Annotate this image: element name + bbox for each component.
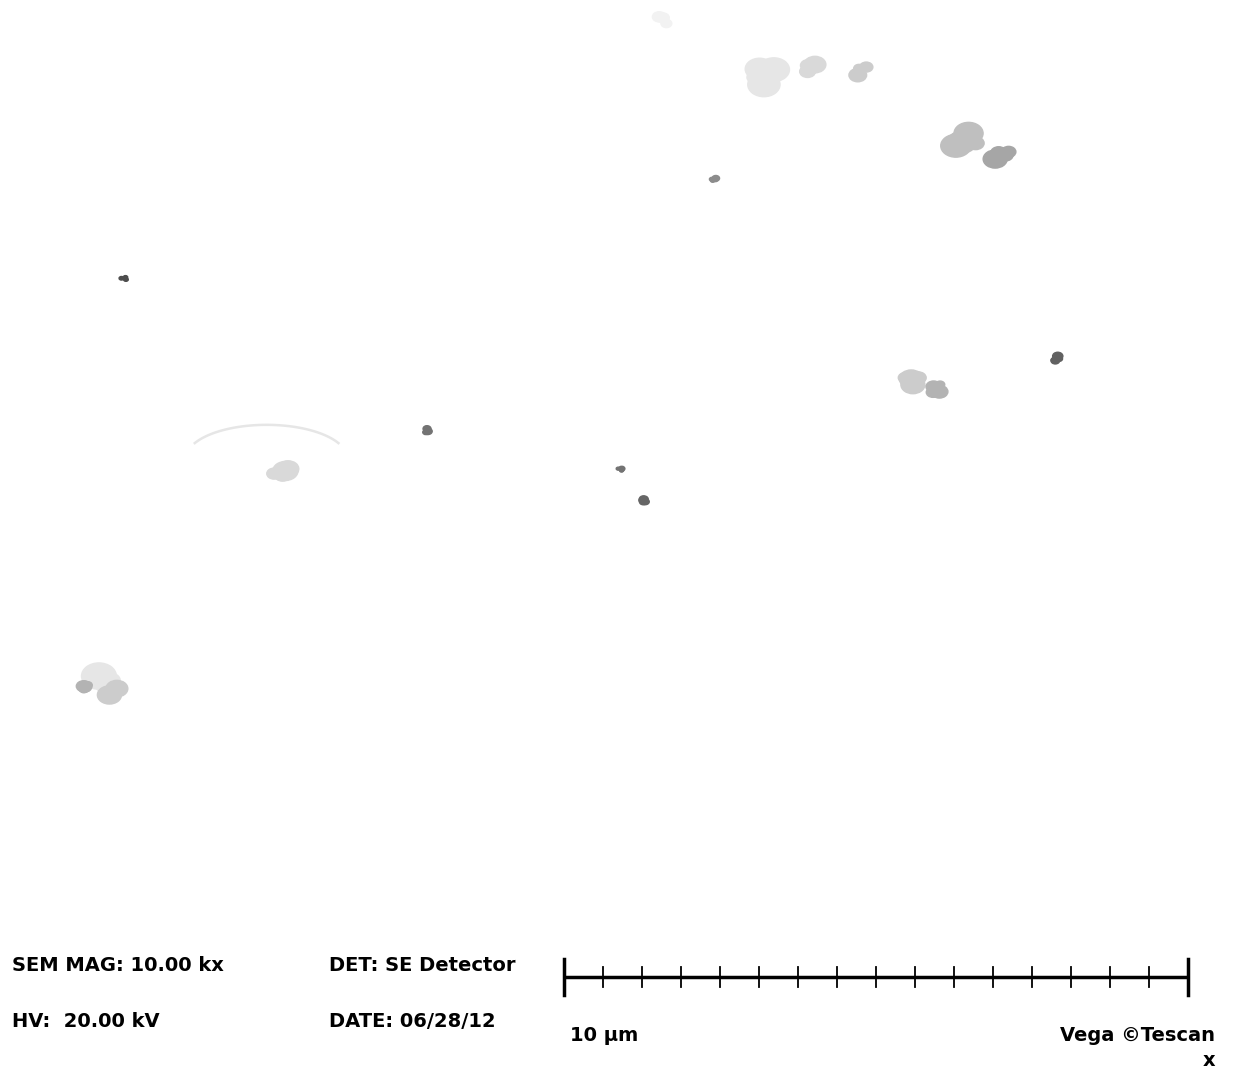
Circle shape — [898, 373, 911, 383]
Circle shape — [910, 372, 926, 384]
Circle shape — [967, 137, 985, 149]
Circle shape — [853, 64, 864, 72]
Circle shape — [709, 177, 714, 181]
Circle shape — [910, 94, 961, 131]
Circle shape — [899, 370, 923, 388]
Circle shape — [639, 498, 646, 503]
Circle shape — [1055, 356, 1063, 361]
Circle shape — [906, 99, 957, 137]
Circle shape — [983, 151, 1007, 168]
Circle shape — [941, 134, 971, 157]
Circle shape — [123, 275, 128, 280]
Circle shape — [905, 371, 918, 379]
Circle shape — [274, 469, 291, 482]
Circle shape — [119, 276, 124, 281]
Circle shape — [109, 686, 120, 694]
Circle shape — [273, 461, 298, 481]
Circle shape — [910, 116, 944, 142]
Circle shape — [1053, 357, 1058, 361]
Circle shape — [620, 469, 624, 472]
Circle shape — [947, 131, 976, 153]
Circle shape — [955, 126, 975, 140]
Circle shape — [926, 387, 940, 398]
Text: Vega ©Tescan: Vega ©Tescan — [1060, 1027, 1215, 1045]
Circle shape — [81, 685, 91, 692]
Circle shape — [83, 682, 92, 688]
Circle shape — [1052, 358, 1060, 364]
Circle shape — [98, 673, 120, 689]
Circle shape — [849, 69, 867, 82]
Circle shape — [802, 62, 817, 75]
Circle shape — [801, 59, 816, 71]
Circle shape — [642, 501, 647, 503]
Circle shape — [745, 58, 774, 80]
Circle shape — [758, 58, 790, 82]
Circle shape — [79, 686, 88, 692]
Text: HV:  20.00 kV: HV: 20.00 kV — [12, 1013, 160, 1031]
Text: x: x — [1203, 1050, 1215, 1070]
Circle shape — [935, 381, 945, 388]
Circle shape — [804, 56, 826, 73]
Circle shape — [424, 428, 433, 434]
Circle shape — [926, 381, 941, 392]
Circle shape — [278, 461, 299, 477]
Circle shape — [642, 497, 647, 501]
Circle shape — [810, 60, 825, 70]
Circle shape — [1053, 359, 1058, 363]
Circle shape — [954, 123, 983, 144]
Text: DATE: 06/28/12: DATE: 06/28/12 — [329, 1013, 495, 1031]
Circle shape — [124, 277, 128, 282]
Circle shape — [713, 177, 718, 182]
Circle shape — [1053, 353, 1063, 360]
Text: B: B — [503, 363, 588, 460]
Circle shape — [748, 72, 780, 97]
Circle shape — [712, 175, 719, 182]
Circle shape — [800, 66, 816, 77]
Text: DET: SE Detector: DET: SE Detector — [329, 957, 515, 975]
Circle shape — [859, 62, 873, 72]
Circle shape — [1052, 358, 1058, 362]
Circle shape — [656, 13, 670, 23]
Circle shape — [931, 385, 947, 398]
Circle shape — [1002, 146, 1016, 157]
Circle shape — [98, 686, 122, 704]
Circle shape — [652, 12, 666, 22]
Text: 10 μm: 10 μm — [570, 1027, 639, 1045]
Circle shape — [901, 375, 925, 393]
Circle shape — [616, 468, 620, 470]
Circle shape — [267, 468, 281, 479]
Circle shape — [640, 496, 649, 502]
Circle shape — [95, 678, 114, 692]
Circle shape — [760, 70, 780, 85]
Circle shape — [77, 682, 92, 692]
Circle shape — [424, 426, 429, 430]
Circle shape — [661, 19, 672, 28]
Circle shape — [754, 63, 777, 81]
Circle shape — [77, 680, 91, 691]
Text: SEM MAG: 10.00 kx: SEM MAG: 10.00 kx — [12, 957, 224, 975]
Circle shape — [641, 499, 650, 504]
Circle shape — [711, 178, 715, 183]
Circle shape — [910, 90, 956, 125]
Circle shape — [620, 468, 624, 471]
Circle shape — [423, 426, 432, 432]
Circle shape — [990, 149, 1003, 159]
Circle shape — [620, 470, 624, 472]
Circle shape — [932, 386, 940, 391]
Circle shape — [930, 386, 944, 397]
Circle shape — [905, 374, 920, 385]
Circle shape — [911, 112, 942, 135]
Circle shape — [640, 499, 647, 505]
Circle shape — [423, 430, 429, 434]
Circle shape — [997, 149, 1013, 161]
Circle shape — [107, 685, 118, 693]
Circle shape — [105, 680, 128, 697]
Circle shape — [619, 467, 625, 471]
Circle shape — [82, 663, 117, 689]
Circle shape — [746, 71, 764, 84]
Circle shape — [899, 110, 944, 143]
Circle shape — [110, 688, 123, 697]
Circle shape — [991, 146, 1007, 159]
Circle shape — [619, 468, 624, 471]
